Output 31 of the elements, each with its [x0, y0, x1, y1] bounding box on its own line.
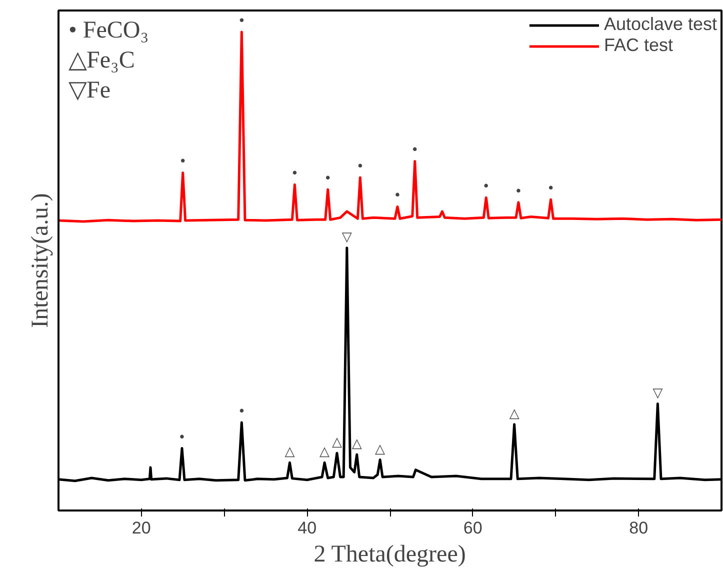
annotation: • — [178, 430, 186, 446]
annotation: △ — [352, 436, 362, 452]
annotation: △ — [320, 444, 330, 460]
annotation: • — [482, 180, 490, 195]
annotation: • — [411, 143, 419, 158]
annotation: • — [394, 188, 402, 204]
x-tick-label: 20 — [132, 518, 151, 538]
annotation: • — [356, 159, 364, 174]
x-tick-label: 60 — [463, 518, 482, 538]
annotation: ▽ — [652, 386, 663, 401]
annotation: △Fe₃C — [68, 48, 135, 74]
annotation: • — [238, 14, 246, 30]
annotation: • — [324, 171, 332, 186]
x-axis-title: 2 Theta(degree) — [314, 542, 466, 568]
annotation: △ — [509, 406, 520, 422]
annotation: △ — [284, 444, 295, 460]
annotation: ▽ — [342, 230, 352, 245]
legend-label: Autoclave test — [604, 14, 717, 35]
annotation: △ — [375, 442, 386, 457]
x-tick-label: 40 — [298, 518, 317, 538]
annotation: • — [546, 181, 555, 196]
x-tick-label: 80 — [629, 518, 648, 538]
annotation: • — [178, 154, 187, 170]
annotation: △ — [332, 435, 342, 450]
annotation: • — [238, 404, 246, 420]
legend-label: FAC test — [604, 35, 673, 56]
y-axis-title: Intensity(a.u.) — [28, 193, 54, 328]
annotation: • FeCO₃ — [68, 18, 149, 44]
annotation: ▽Fe — [68, 78, 110, 104]
annotation: • — [514, 184, 522, 200]
annotation: • — [290, 166, 299, 182]
